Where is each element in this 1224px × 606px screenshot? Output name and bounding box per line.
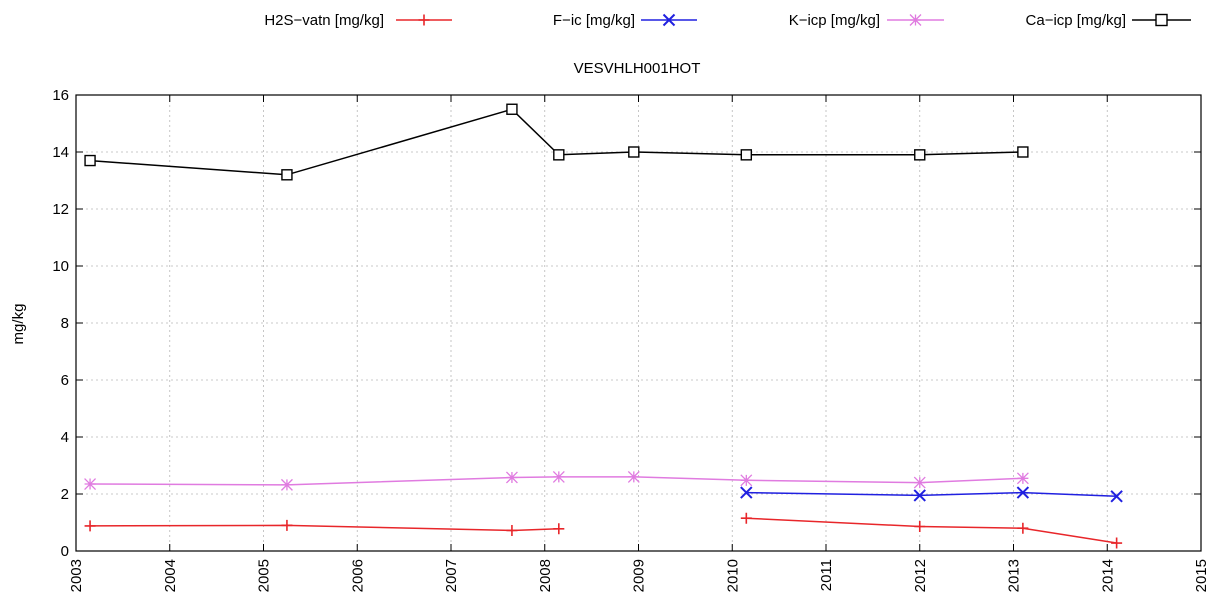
point-marker (1110, 490, 1123, 503)
point-marker (84, 520, 96, 532)
y-tick-label: 12 (52, 201, 69, 218)
grid (76, 95, 1201, 551)
x-tick-label: 2014 (1099, 559, 1116, 592)
point-marker (84, 154, 96, 167)
point-marker (553, 149, 565, 161)
series-line (90, 524, 559, 532)
point-marker (628, 146, 640, 158)
x-tick-label: 2015 (1193, 559, 1210, 592)
legend: H2S−vatn [mg/kg] F−ic [mg/kg] K−icp [mg/kg… (264, 12, 1191, 29)
point-marker (740, 474, 753, 487)
point-marker (1155, 13, 1168, 27)
y-axis-label: mg/kg (10, 304, 27, 345)
point-marker (1017, 146, 1029, 158)
x-tick-label: 2009 (631, 559, 648, 592)
point-marker (662, 13, 676, 27)
y-tick-label: 0 (61, 543, 69, 560)
point-marker (281, 519, 293, 531)
legend-label: H2S−vatn [mg/kg] (264, 12, 384, 29)
y-tick-label: 10 (52, 258, 69, 275)
series-line (90, 108, 1023, 176)
point-marker (506, 103, 518, 115)
y-tick-label: 14 (52, 144, 69, 161)
x-tick-label: 2006 (349, 559, 366, 592)
point-marker (280, 478, 293, 491)
legend-item: F−ic [mg/kg] (553, 12, 697, 29)
series-line (90, 476, 1023, 486)
legend-item: Ca−icp [mg/kg] (1026, 12, 1191, 29)
y-tick-label: 2 (61, 486, 69, 503)
x-tick-label: 2011 (818, 559, 835, 591)
series-3 (84, 103, 1029, 181)
x-tick-label: 2012 (912, 559, 929, 592)
legend-label: Ca−icp [mg/kg] (1026, 12, 1126, 29)
series-line (746, 517, 1117, 544)
point-marker (914, 520, 926, 532)
y-tick-label: 8 (61, 315, 69, 332)
point-marker (84, 478, 97, 490)
y-tick-label: 16 (52, 87, 69, 104)
series-line (746, 491, 1117, 498)
legend-label: K−icp [mg/kg] (789, 12, 880, 29)
y-axis-ticks: 0 2 4 6 8 10 12 14 16 (52, 87, 1201, 560)
point-marker (505, 471, 518, 484)
point-marker (1111, 537, 1123, 549)
point-marker (1016, 472, 1029, 485)
point-marker (418, 14, 430, 26)
point-marker (552, 470, 565, 483)
legend-item: H2S−vatn [mg/kg] (264, 12, 452, 29)
point-marker (281, 169, 293, 181)
point-marker (909, 14, 922, 26)
legend-item: K−icp [mg/kg] (789, 12, 944, 29)
y-tick-label: 4 (61, 429, 69, 446)
series-2 (84, 470, 1029, 491)
x-axis-ticks: 2003 2004 2005 2006 2007 2008 2009 2010 2011 2012… (68, 95, 1210, 592)
point-marker (740, 149, 753, 161)
y-tick-label: 6 (61, 372, 69, 389)
point-marker (1016, 486, 1030, 499)
point-marker (913, 489, 926, 502)
series-0 (84, 512, 1123, 549)
x-tick-label: 2010 (724, 559, 741, 592)
point-marker (914, 149, 926, 161)
series-1 (740, 486, 1123, 503)
x-tick-label: 2007 (443, 559, 460, 592)
x-tick-label: 2005 (256, 559, 273, 592)
point-marker (553, 523, 565, 535)
point-marker (627, 470, 640, 483)
point-marker (506, 524, 518, 536)
point-marker (740, 512, 752, 524)
point-marker (1017, 522, 1029, 534)
x-tick-label: 2003 (68, 559, 85, 592)
x-tick-label: 2004 (162, 559, 179, 592)
x-tick-label: 2013 (1006, 559, 1023, 592)
point-marker (740, 486, 753, 499)
point-marker (913, 476, 926, 489)
x-tick-label: 2008 (537, 559, 554, 592)
legend-label: F−ic [mg/kg] (553, 12, 635, 29)
series-layer (84, 103, 1123, 549)
chart-title: VESVHLH001HOT (574, 60, 701, 77)
